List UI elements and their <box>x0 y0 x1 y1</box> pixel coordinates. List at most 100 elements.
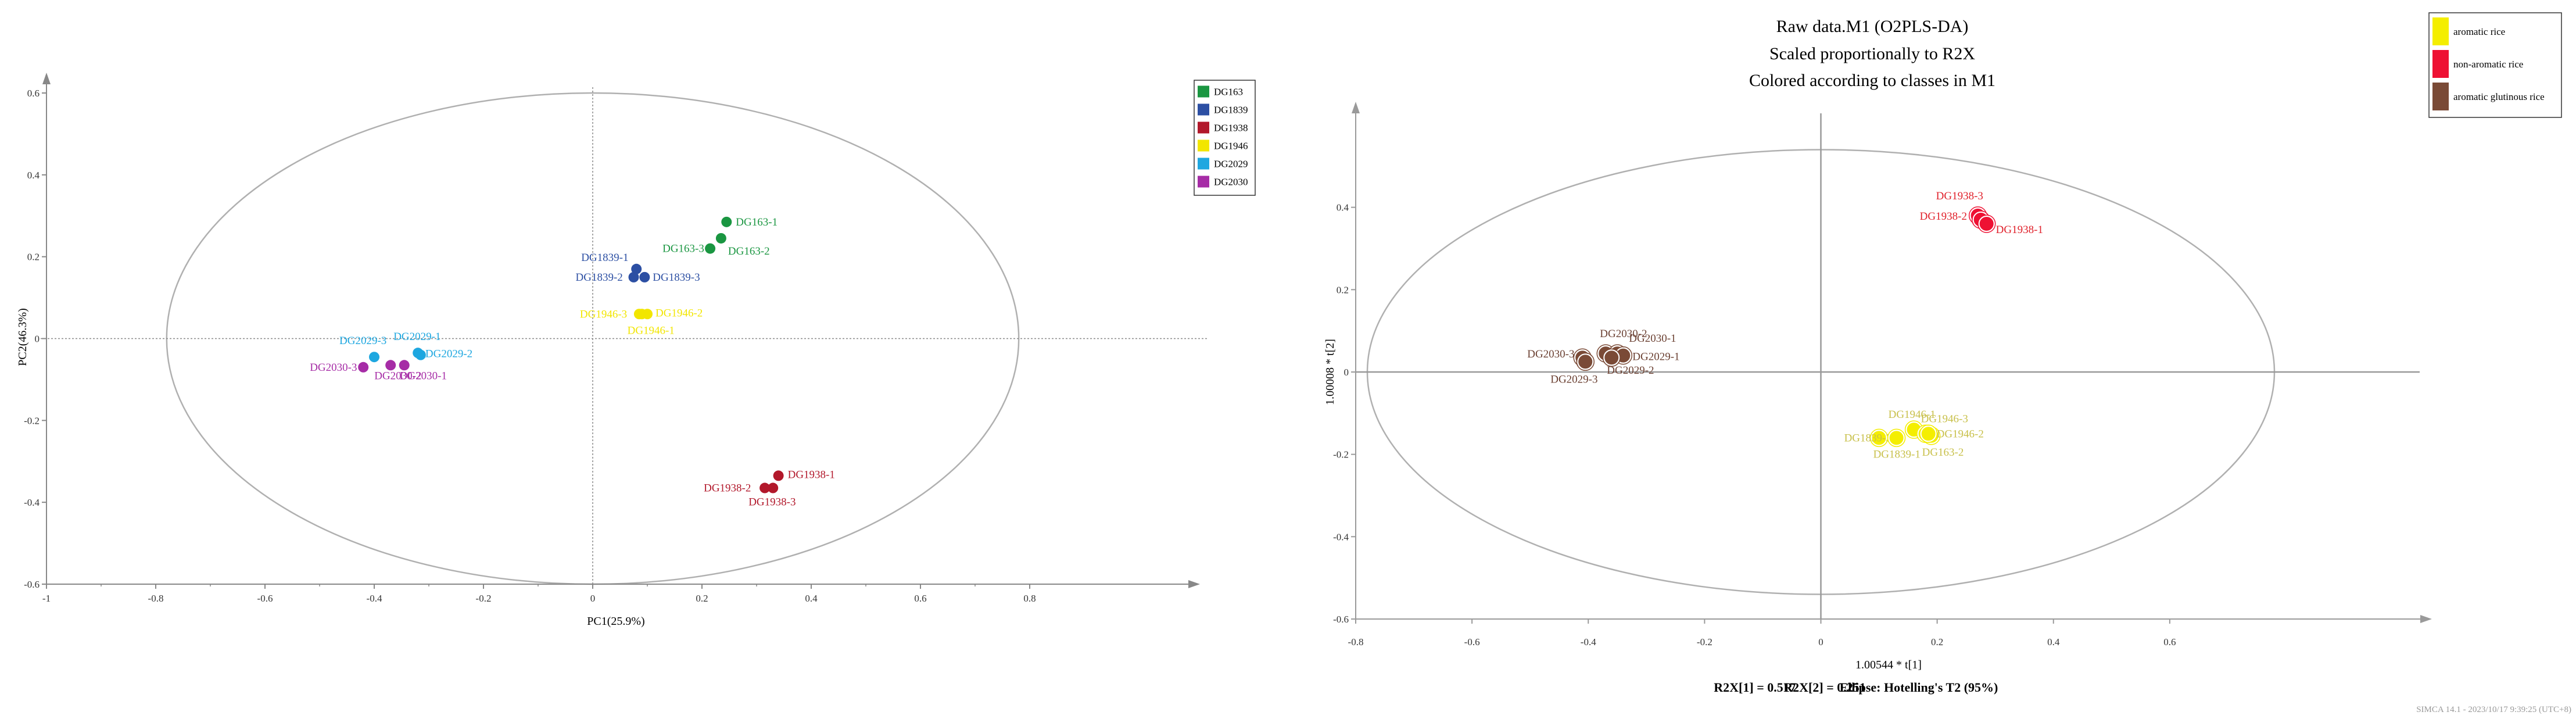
point-label-dg2029-2: DG2029-2 <box>425 348 472 360</box>
o2plsda-score-plot: -0.8 -0.6 -0.4 -0.2 0 0.2 0.4 0.6 0.4 0.2 0 -0.2 -0.… <box>1324 12 2571 714</box>
y-tick-label-0-2: 0.2 <box>1337 284 1349 295</box>
legend-label-dg2029: DG2029 <box>1214 159 1248 170</box>
point-label-dg2030-2: DG2030-2 <box>1600 328 1647 340</box>
point-dg1938-2 <box>759 482 771 493</box>
x-tick-label-0-8: 0.8 <box>1023 593 1036 604</box>
point-dg163-3 <box>705 243 716 254</box>
x-tick-label-0-2: 0.2 <box>1931 636 1943 648</box>
point-label-dg163-1: DG163-1 <box>736 216 778 228</box>
x-tick-label-0-4: -0.4 <box>367 593 382 604</box>
point-dg2029-2 <box>415 349 426 360</box>
y-tick-label-0-6: -0.6 <box>1333 614 1349 625</box>
chart-subtitle-1: Scaled proportionally to R2X <box>1769 44 1975 63</box>
point-dg1938-1 <box>773 470 784 481</box>
software-footer: SIMCA 14.1 - 2023/10/17 9:39:25 (UTC+8) <box>2416 705 2571 714</box>
series-non-aromatic-rice: DG1938-3 DG1938-2 DG1938-1 <box>1920 190 2043 236</box>
legend-label-aromatic-glutinous-rice: aromatic glutinous rice <box>2453 91 2545 102</box>
point-label-dg1839-1: DG1839-1 <box>1873 448 1921 460</box>
series-dg1946: DG1946-1 DG1946-2 DG1946-3 <box>580 307 703 337</box>
legend-swatch-dg2029 <box>1198 158 1209 170</box>
x-tick-label-0-4: -0.4 <box>1581 636 1596 648</box>
point-label-dg1938-1: DG1938-1 <box>788 468 835 481</box>
legend: aromatic rice non-aromatic rice aromatic g… <box>2428 12 2562 118</box>
x-tick-label-0-2: -0.2 <box>1697 636 1712 648</box>
legend-label-non-aromatic-rice: non-aromatic rice <box>2453 59 2523 70</box>
stat-2: R2X[2] = 0.251 <box>1783 680 1865 695</box>
y-axis-label: PC2(46.3%) <box>16 308 29 366</box>
point-label-dg1938-1: DG1938-1 <box>1996 224 2043 236</box>
pca-score-plot: -1 -0.8 -0.6 -0.4 -0.2 0 0.2 0.4 0.6 0.8 0.6 0.4 0.2… <box>16 73 1256 628</box>
point-label-dg1839-1: DG1839-1 <box>581 252 628 264</box>
y-tick-label-0-4: -0.4 <box>24 497 40 508</box>
y-tick-label-0-2: -0.2 <box>24 415 40 426</box>
x-tick-label-0-6: -0.6 <box>1464 636 1480 648</box>
legend-swatch-non-aromatic-rice <box>2432 50 2449 78</box>
point-label-dg2029-2: DG2029-2 <box>1607 364 1654 377</box>
legend-swatch-dg2030 <box>1198 176 1209 188</box>
legend-swatch-aromatic-glutinous-rice <box>2432 83 2449 110</box>
legend-swatch-dg163 <box>1198 85 1209 98</box>
series-dg1839: DG1839-1 DG1839-2 DG1839-3 <box>576 252 700 284</box>
x-tick-label-0-2: -0.2 <box>476 593 492 604</box>
point-dg1839-1 <box>631 263 642 274</box>
point-label-dg1946-1: DG1946-1 <box>628 324 675 337</box>
point-dg163-1 <box>721 216 732 227</box>
point-dg2030-2 <box>385 360 396 371</box>
x-tick-label-0-4: 0.4 <box>2047 636 2060 648</box>
x-tick-label-0-6: 0.6 <box>914 593 926 604</box>
chart-title: Raw data.M1 (O2PLS-DA) <box>1776 17 1969 36</box>
point-label-dg2029-3: DG2029-3 <box>1550 373 1597 385</box>
x-tick-label-0-6: -0.6 <box>257 593 273 604</box>
x-tick-label-0-6: 0.6 <box>2163 636 2176 648</box>
point-dg2029-3 <box>1577 353 1594 370</box>
y-tick-label-0-6: 0.6 <box>27 88 40 99</box>
y-axis-arrow <box>1352 102 1360 113</box>
point-dg1946-3 <box>633 309 644 320</box>
point-label-dg2029-1: DG2029-1 <box>1632 351 1679 363</box>
y-tick-label-0-2: -0.2 <box>1333 449 1349 460</box>
stat-3: Ellipse: Hotelling's T2 (95%) <box>1840 680 1998 695</box>
legend-swatch-dg1946 <box>1198 139 1209 152</box>
point-label-dg1946-2: DG1946-2 <box>1937 428 1984 440</box>
point-outline-dg1946-2 <box>1919 424 1938 443</box>
point-dg1839-2 <box>628 271 639 282</box>
point-label-dg163-3: DG163-3 <box>662 243 704 255</box>
point-dg1839-3 <box>639 271 650 282</box>
y-axis-arrow <box>42 73 51 84</box>
point-outline-dg1839-1 <box>1887 428 1906 448</box>
x-axis-label: PC1(25.9%) <box>587 615 644 628</box>
y-tick-label-0-6: -0.6 <box>24 579 40 590</box>
legend-swatch-dg1938 <box>1198 121 1209 134</box>
legend-label-dg1839: DG1839 <box>1214 105 1248 116</box>
point-label-dg1946-1: DG1946-1 <box>1889 409 1936 421</box>
legend-swatch-aromatic-rice <box>2432 17 2449 45</box>
point-label-dg1938-2: DG1938-2 <box>704 482 751 495</box>
legend-label-dg1938: DG1938 <box>1214 123 1248 134</box>
stat-1: R2X[1] = 0.517 <box>1714 680 1796 695</box>
series-dg163: DG163-1 DG163-2 DG163-3 <box>662 216 778 257</box>
x-axis-arrow <box>2420 615 2432 623</box>
legend-label-dg2030: DG2030 <box>1214 177 1248 188</box>
y-axis-label: 1.00008 * t[2] <box>1324 339 1337 405</box>
y-tick-label-0-2: 0.2 <box>27 252 40 263</box>
x-axis-label: 1.00544 * t[1] <box>1855 659 1922 671</box>
point-label-dg1938-3: DG1938-3 <box>748 496 796 509</box>
legend: DG163 DG1839 DG1938 DG1946 DG2029 DG2030 <box>1194 80 1256 196</box>
point-label-dg163-2: DG163-2 <box>1922 446 1964 459</box>
x-tick-label-0-4: 0.4 <box>805 593 818 604</box>
point-label-dg1839-3: DG1839-3 <box>653 271 700 284</box>
x-axis-arrow <box>1188 580 1200 588</box>
x-tick-label-0: 0 <box>1818 636 1823 648</box>
point-dg2030-3 <box>358 362 369 373</box>
x-tick-label-1: -1 <box>42 593 51 604</box>
point-label-dg1839-3: DG1839-3 <box>1844 432 1891 444</box>
point-label-dg2030-1: DG2030-1 <box>400 370 447 382</box>
point-label-dg1839-2: DG1839-2 <box>576 271 623 284</box>
y-tick-label-0-4: -0.4 <box>1333 531 1349 542</box>
series-dg2029: DG2029-1 DG2029-2 DG2029-3 <box>339 331 472 363</box>
point-dg1938-1 <box>1978 216 1995 232</box>
point-label-dg2030-2: DG2030-2 <box>374 370 421 382</box>
